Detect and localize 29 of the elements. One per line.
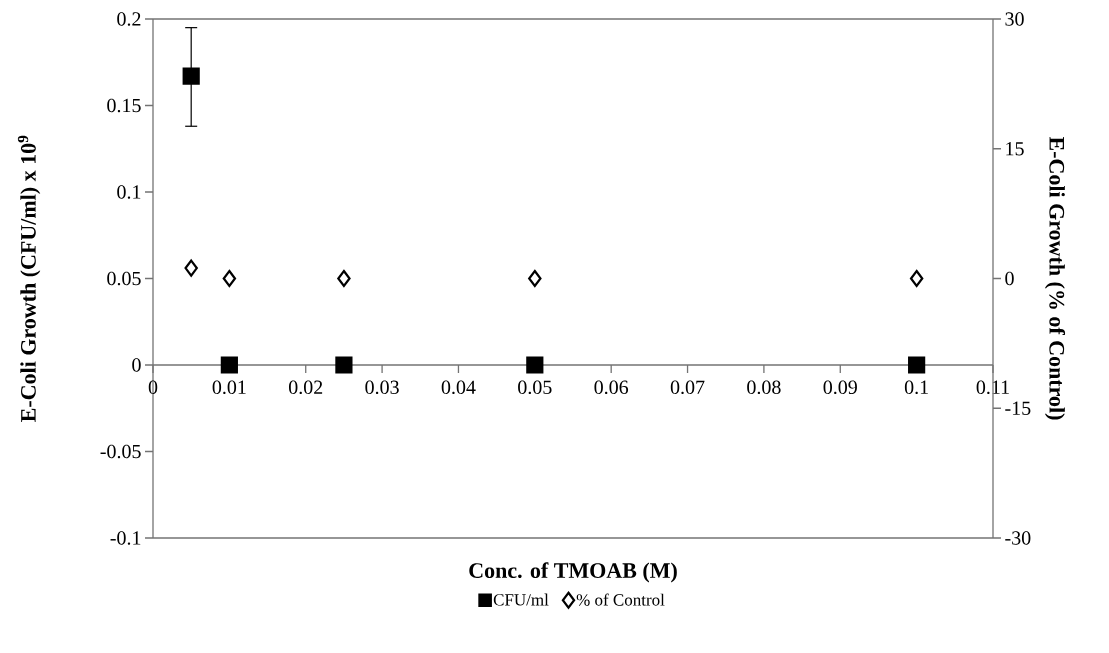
x-tick-label: 0.11 xyxy=(976,380,1009,395)
y-tick-label: 0.2 xyxy=(117,12,141,26)
x-tick-label: 0.06 xyxy=(594,380,629,395)
y-tick-label: 0.1 xyxy=(117,185,141,199)
x-tick-label: 0.07 xyxy=(670,380,705,395)
legend-label: CFU/ml xyxy=(493,593,549,606)
x-tick-label: 0.04 xyxy=(441,380,476,395)
x-axis-title: Conc. of TMOAB (M) xyxy=(469,562,677,583)
y-tick-label: 0.15 xyxy=(107,98,141,113)
y-tick-label: -0.1 xyxy=(110,531,141,545)
x-tick-label: 0.05 xyxy=(518,380,552,395)
x-tick-label: 0.09 xyxy=(823,380,857,395)
y-tick-label: -0.05 xyxy=(100,444,141,459)
y2-tick-label: -15 xyxy=(1005,401,1031,415)
x-tick-label: 0.01 xyxy=(212,380,246,395)
y-tick-label: 0.05 xyxy=(107,271,141,286)
x-tick-label: 0.03 xyxy=(365,380,399,395)
y-tick-label: 0 xyxy=(132,358,141,372)
x-tick-label: 0.1 xyxy=(904,380,928,395)
y2-axis-title: E-Coli Growth (% of Control) xyxy=(1044,136,1066,420)
y2-tick-label: 30 xyxy=(1005,12,1024,26)
x-tick-label: 0.08 xyxy=(747,380,781,395)
y-axis-title: E-Coli Growth (CFU/ml) x 10$^{9}$ xyxy=(17,135,41,422)
x-tick-label: 0 xyxy=(148,380,158,395)
x-tick-label: 0.02 xyxy=(289,380,323,395)
y2-tick-label: -30 xyxy=(1005,531,1031,545)
y2-tick-label: 15 xyxy=(1006,142,1024,156)
y2-tick-label: 0 xyxy=(1005,271,1014,286)
legend-label: % of Control xyxy=(576,593,665,606)
